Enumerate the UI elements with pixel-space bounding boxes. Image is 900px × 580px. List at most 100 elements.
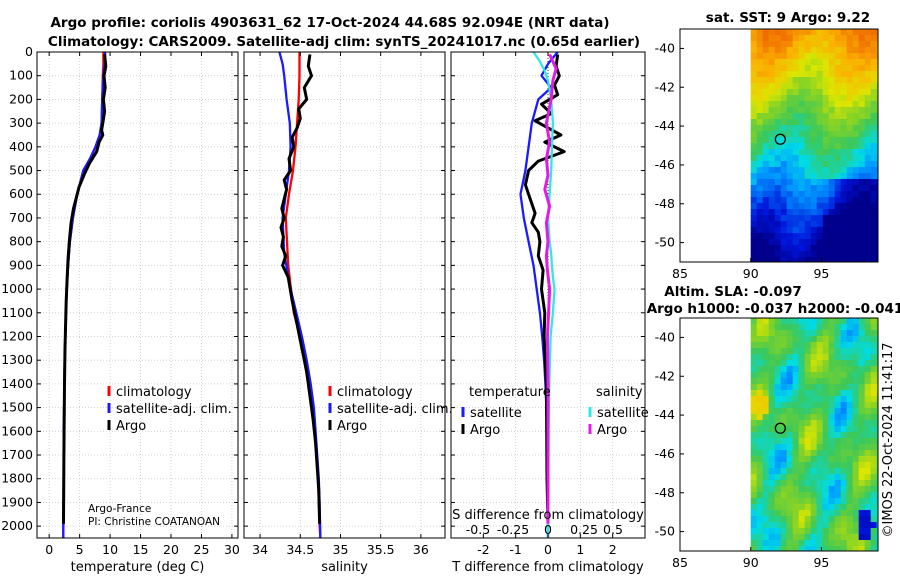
map-cell bbox=[876, 414, 878, 421]
map-cell bbox=[750, 402, 758, 409]
map-cell bbox=[834, 191, 842, 198]
map-cell bbox=[804, 492, 812, 499]
map-cell bbox=[858, 47, 866, 54]
map-cell bbox=[858, 330, 866, 337]
map-cell bbox=[840, 456, 848, 463]
map-cell bbox=[774, 522, 782, 529]
map-cell bbox=[810, 522, 818, 529]
map-cell bbox=[792, 71, 800, 78]
map-cell bbox=[810, 546, 818, 551]
map-cell bbox=[810, 360, 818, 367]
map-cell bbox=[816, 336, 824, 343]
map-cell bbox=[834, 59, 842, 66]
map-cell bbox=[756, 462, 764, 469]
map-cell bbox=[810, 468, 818, 475]
map-cell bbox=[756, 420, 764, 427]
map-cell bbox=[852, 257, 860, 262]
map-cell bbox=[798, 540, 806, 547]
map-cell bbox=[762, 534, 770, 541]
map-cell bbox=[870, 324, 878, 331]
map-cell bbox=[798, 408, 806, 415]
temperature-legend-label: Argo bbox=[116, 419, 146, 434]
map-cell bbox=[840, 173, 848, 180]
map-cell bbox=[834, 95, 842, 102]
map-cell bbox=[846, 480, 854, 487]
map-cell bbox=[750, 426, 758, 433]
map-cell bbox=[846, 360, 854, 367]
map-cell bbox=[840, 101, 848, 108]
map-cell bbox=[762, 65, 770, 72]
map-cell bbox=[858, 125, 866, 132]
map-cell bbox=[780, 414, 788, 421]
map-cell bbox=[762, 77, 770, 84]
map-cell bbox=[834, 185, 842, 192]
map-cell bbox=[774, 257, 782, 262]
map-cell bbox=[858, 348, 866, 355]
depth-tick-label: 900 bbox=[9, 257, 33, 272]
map-cell bbox=[762, 444, 770, 451]
map-cell bbox=[840, 119, 848, 126]
map-cell bbox=[834, 101, 842, 108]
map-cell bbox=[852, 191, 860, 198]
map-cell bbox=[756, 324, 764, 331]
map-cell bbox=[786, 324, 794, 331]
map-cell bbox=[858, 215, 866, 222]
map-cell bbox=[810, 83, 818, 90]
map-cell bbox=[822, 336, 830, 343]
map-cell bbox=[858, 179, 866, 186]
map-cell bbox=[774, 396, 782, 403]
map-cell bbox=[828, 522, 836, 529]
map-cell bbox=[750, 221, 758, 228]
map-cell bbox=[804, 330, 812, 337]
map-cell bbox=[846, 197, 854, 204]
map-cell bbox=[864, 318, 872, 325]
map-cell bbox=[768, 534, 776, 541]
map-cell bbox=[786, 330, 794, 337]
map-cell bbox=[840, 336, 848, 343]
map-cell bbox=[870, 29, 878, 36]
map-cell bbox=[828, 185, 836, 192]
difference-legend-label: Argo bbox=[597, 423, 627, 438]
map-cell bbox=[864, 179, 872, 186]
map-cell bbox=[870, 239, 878, 246]
map-cell bbox=[804, 131, 812, 138]
map-cell bbox=[816, 360, 824, 367]
map-cell bbox=[852, 71, 860, 78]
map-cell bbox=[816, 257, 824, 262]
map-cell bbox=[864, 137, 872, 144]
map-cell bbox=[822, 330, 830, 337]
map-cell bbox=[840, 540, 848, 547]
map-cell bbox=[798, 468, 806, 475]
map-cell bbox=[768, 173, 776, 180]
map-cell bbox=[792, 438, 800, 445]
map-cell bbox=[816, 233, 824, 240]
map-cell bbox=[774, 251, 782, 258]
map-cell bbox=[858, 486, 866, 493]
map-cell bbox=[798, 251, 806, 258]
map-cell bbox=[822, 59, 830, 66]
salinity-diff-tick-label: -0.5 bbox=[466, 522, 490, 537]
map-cell bbox=[804, 203, 812, 210]
map-cell bbox=[798, 384, 806, 391]
map-cell bbox=[756, 131, 764, 138]
map-cell bbox=[864, 438, 872, 445]
map-cell bbox=[792, 528, 800, 535]
map-cell bbox=[822, 101, 830, 108]
map-cell bbox=[780, 257, 788, 262]
map-cell bbox=[852, 486, 860, 493]
map-lat-tick-label: -44 bbox=[655, 407, 675, 422]
map-cell bbox=[852, 209, 860, 216]
depth-tick-label: 1800 bbox=[1, 471, 33, 486]
map-cell bbox=[762, 498, 770, 505]
map-cell bbox=[798, 504, 806, 511]
map-cell bbox=[804, 318, 812, 325]
map-cell bbox=[876, 384, 878, 391]
map-cell bbox=[756, 438, 764, 445]
map-cell bbox=[858, 167, 866, 174]
map-cell bbox=[828, 462, 836, 469]
map-cell bbox=[786, 161, 794, 168]
map-lon-tick-label: 90 bbox=[743, 555, 759, 570]
map-cell bbox=[864, 384, 872, 391]
map-cell bbox=[816, 203, 824, 210]
map-cell bbox=[864, 119, 872, 126]
